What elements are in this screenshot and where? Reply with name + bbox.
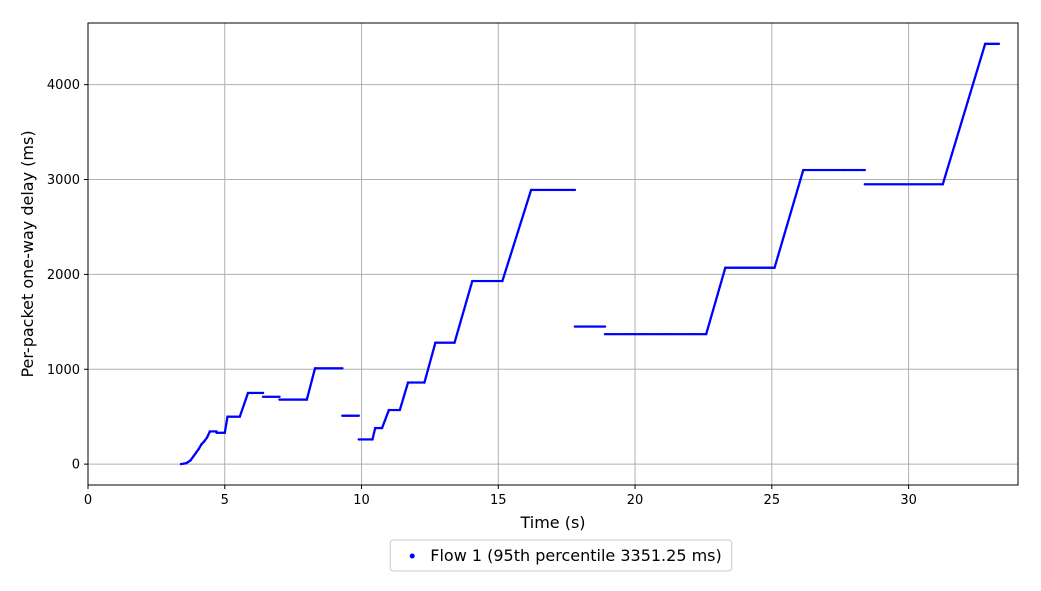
data-point [863, 168, 867, 172]
series-segment [341, 414, 360, 417]
data-point [278, 395, 281, 398]
series-segment [724, 266, 776, 269]
series-segment [238, 391, 250, 418]
x-tick-label: 20 [627, 493, 644, 508]
plot-area-frame [87, 22, 1019, 486]
series-segment [941, 42, 987, 186]
data-point [357, 414, 360, 417]
y-tick-label: 0 [72, 458, 80, 473]
y-tick-label: 1000 [47, 363, 80, 378]
series-segment [802, 168, 867, 172]
axis-ticks: 0 5 10 15 20 25 30 0 1000 2000 3000 4000 [47, 78, 917, 508]
data-point [573, 188, 577, 192]
series-segment [406, 381, 426, 384]
x-axis-title: Time (s) [519, 513, 585, 532]
x-tick-label: 10 [353, 493, 370, 508]
x-tick-label: 0 [84, 493, 92, 508]
legend-box [389, 539, 733, 572]
x-tick-label: 30 [900, 493, 917, 508]
series-segment [208, 430, 218, 433]
grid-lines [87, 23, 1018, 485]
series-segment [529, 188, 577, 192]
data-point [341, 367, 344, 370]
series-segment [423, 341, 437, 384]
data-point [603, 325, 607, 328]
series-segment [357, 438, 374, 441]
series-segment [501, 188, 533, 283]
series-segment [603, 332, 708, 336]
series-segment [261, 395, 281, 398]
data-point [997, 42, 1001, 46]
y-tick-label: 3000 [47, 173, 80, 188]
series-segment [983, 42, 1001, 46]
data-series [179, 42, 1001, 466]
series-segment [398, 381, 410, 412]
y-axis-title: Per-packet one-way delay (ms) [18, 130, 37, 377]
series-segment [278, 398, 309, 401]
y-tick-label: 2000 [47, 268, 80, 283]
series-segment [179, 430, 211, 466]
series-segment [471, 279, 504, 283]
series-segment [246, 391, 265, 395]
series-segment [313, 367, 344, 370]
x-tick-label: 15 [490, 493, 507, 508]
series-segment [573, 325, 607, 328]
x-tick-label: 25 [764, 493, 781, 508]
x-tick-label: 5 [221, 493, 229, 508]
legend: Flow 1 (95th percentile 3351.25 ms) [389, 539, 733, 572]
legend-entry-flow-1: Flow 1 (95th percentile 3351.25 ms) [430, 546, 722, 565]
series-segment [863, 183, 944, 186]
data-point [261, 391, 265, 395]
y-tick-label: 4000 [47, 78, 80, 93]
series-segment [453, 279, 474, 344]
legend-marker [409, 553, 415, 559]
series-segment [434, 341, 456, 344]
